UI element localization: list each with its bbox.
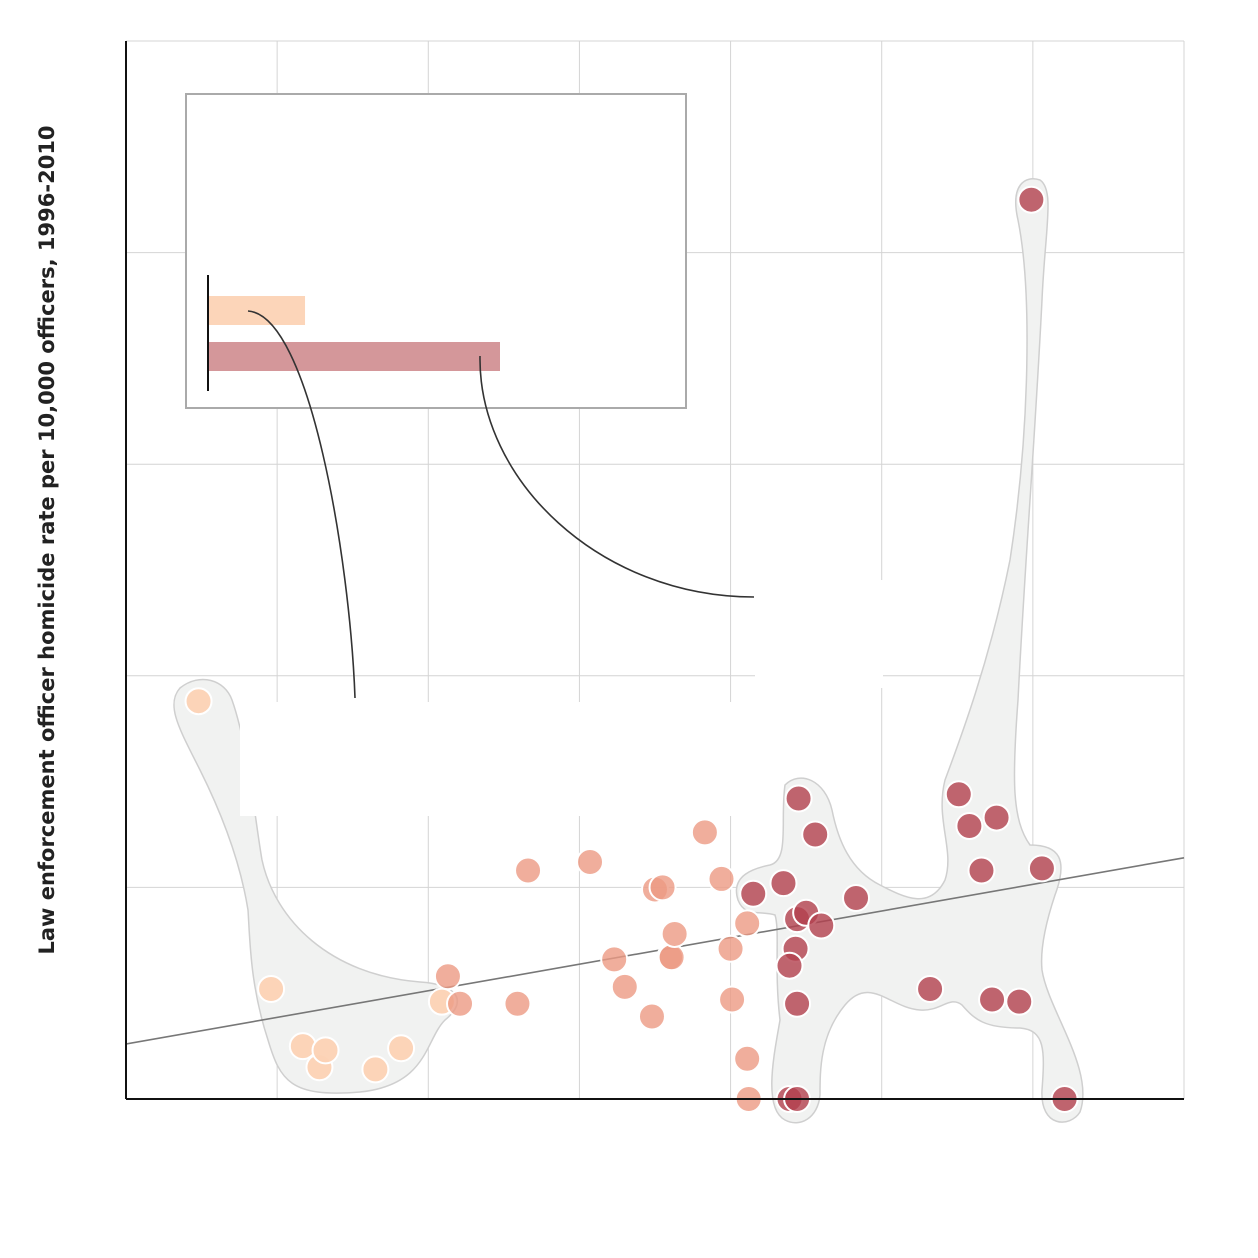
data-point-high: [944, 780, 973, 809]
data-point-low: [361, 1055, 390, 1084]
data-point-mid: [660, 919, 689, 948]
data-point-high: [775, 951, 804, 980]
data-point-mid: [514, 856, 543, 885]
data-point-high: [842, 883, 871, 912]
data-point-high: [1027, 854, 1056, 883]
data-point-low: [257, 974, 286, 1003]
data-point-mid: [733, 909, 762, 938]
data-point-high: [769, 869, 798, 898]
data-point-mid: [690, 818, 719, 847]
hull-high-mid: [735, 178, 1084, 1124]
connector-high: [479, 355, 755, 598]
data-point-mid: [657, 943, 686, 972]
data-point-low: [387, 1034, 416, 1063]
data-point-high: [783, 989, 812, 1018]
data-points: [184, 185, 1079, 1113]
data-point-mid: [446, 989, 475, 1018]
data-point-mid: [600, 945, 629, 974]
data-point-high: [807, 911, 836, 940]
data-point-high: [978, 985, 1007, 1014]
y-axis-label: Law enforcement officer homicide rate pe…: [35, 125, 59, 954]
data-point-low: [288, 1032, 317, 1061]
data-point-mid: [503, 989, 532, 1018]
data-point-mid: [637, 1002, 666, 1031]
data-point-low: [311, 1036, 340, 1065]
data-point-high: [955, 812, 984, 841]
inset-bar-high: [209, 342, 500, 371]
data-point-mid: [576, 848, 605, 877]
data-point-mid: [716, 934, 745, 963]
label-mask: [755, 580, 883, 688]
data-point-high: [916, 974, 945, 1003]
data-point-mid: [433, 962, 462, 991]
data-point-high: [982, 803, 1011, 832]
data-point-high: [784, 784, 813, 813]
inset-bar-low: [209, 296, 306, 325]
data-point-high: [1005, 987, 1034, 1016]
label-mask: [240, 702, 755, 816]
connector-low: [247, 310, 356, 699]
data-point-high: [967, 856, 996, 885]
data-point-mid: [707, 864, 736, 893]
data-point-mid: [718, 985, 747, 1014]
data-point-high: [1017, 185, 1046, 214]
data-point-high: [739, 879, 768, 908]
data-point-mid: [733, 1044, 762, 1073]
data-point-high: [801, 820, 830, 849]
trend-line: [125, 856, 1185, 1045]
data-point-low: [184, 687, 213, 716]
data-point-mid: [610, 972, 639, 1001]
data-point-mid: [648, 873, 677, 902]
inset-bar-chart: [185, 93, 687, 409]
